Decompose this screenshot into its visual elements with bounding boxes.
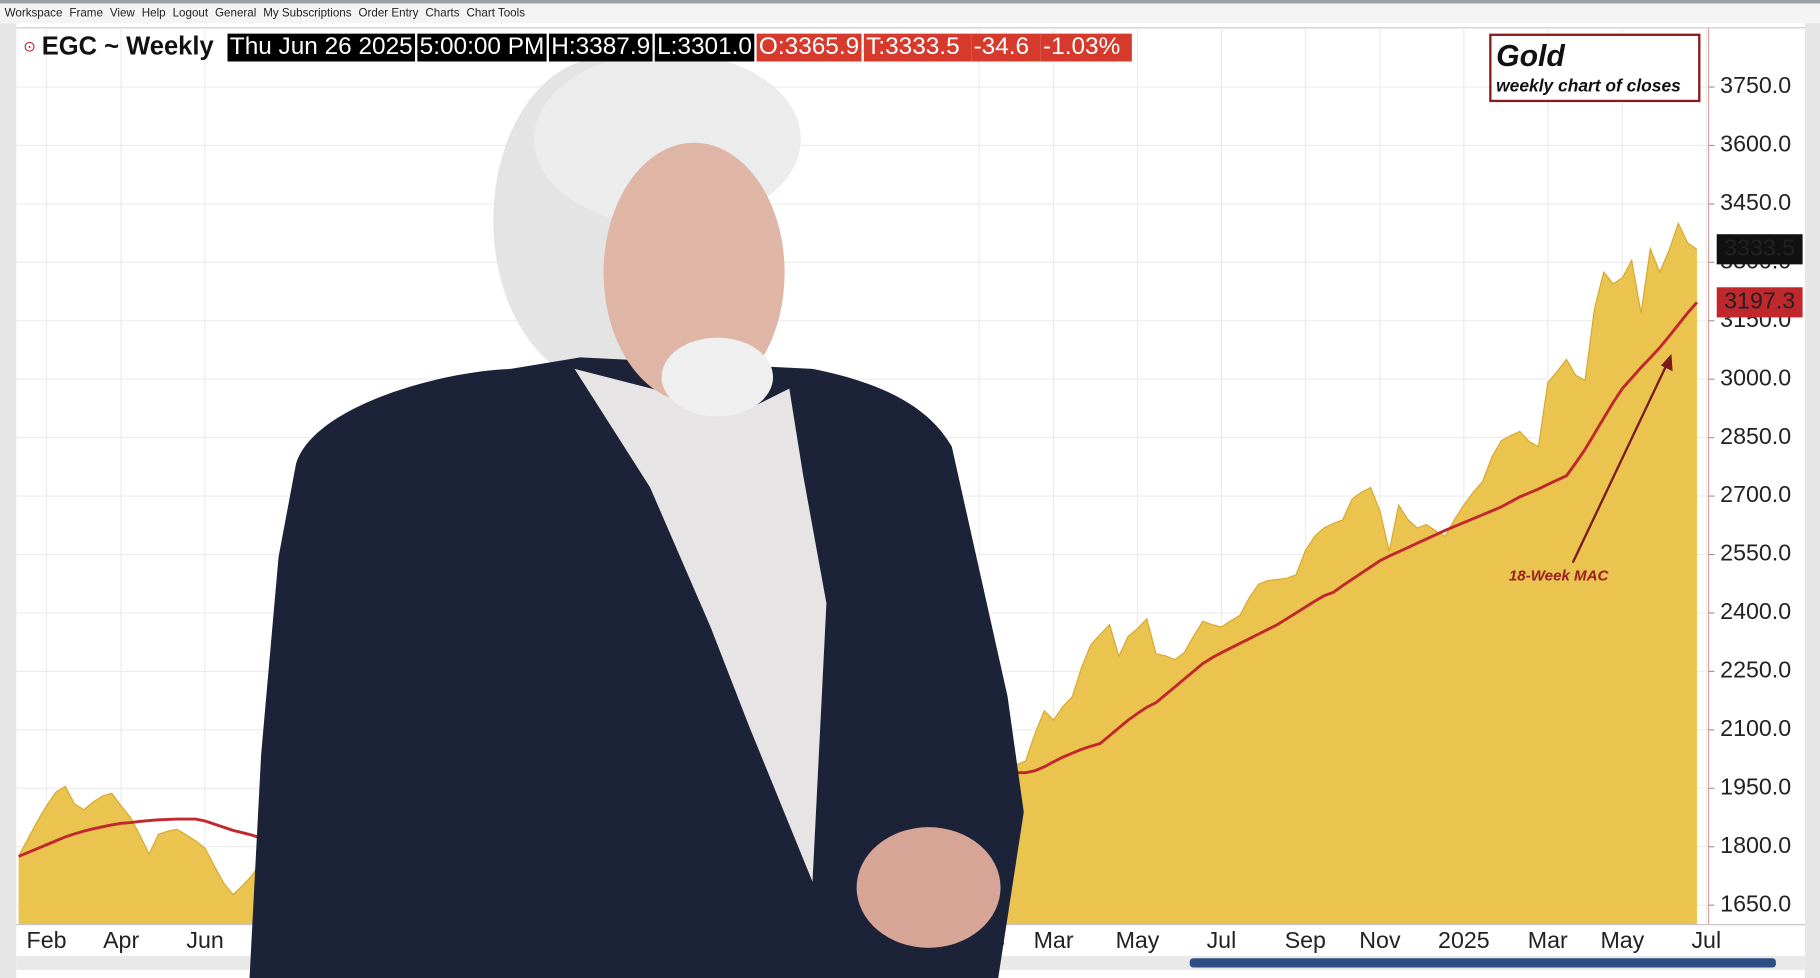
header-box <box>756 33 862 62</box>
x-tick-label: Sep <box>1285 927 1326 953</box>
y-tick-label: 1950.0 <box>1720 773 1791 799</box>
menu-item[interactable]: Help <box>142 6 166 19</box>
header-box <box>863 33 972 62</box>
x-tick-label: Mar <box>1528 927 1568 953</box>
x-tick-label: Jul <box>1691 927 1721 953</box>
annotation-arrow <box>1571 361 1669 564</box>
x-tick-label: Feb <box>27 927 67 953</box>
header-box <box>971 33 1041 62</box>
x-tick-label: Nov <box>1359 927 1401 953</box>
header: Thu Jun 26 2025 5:00:00 PM H:3387.9 L:3301.… <box>227 33 1132 62</box>
x-tick-label: Jul <box>1207 927 1237 953</box>
y-tick-label: 3450.0 <box>1720 189 1791 215</box>
header-box <box>548 33 653 62</box>
y-tick-label: 2850.0 <box>1720 423 1791 449</box>
left-gutter <box>0 23 17 978</box>
beard <box>661 337 774 417</box>
presenter <box>249 52 1024 978</box>
menu-item[interactable]: Frame <box>69 6 103 19</box>
header-field: T:3333.5 <box>866 33 959 60</box>
y-tick-label: 1800.0 <box>1720 832 1791 858</box>
symbol-icon: ⊙ <box>23 39 36 56</box>
menu: Workspace Frame View Help Logout General My Su… <box>5 6 526 19</box>
header-box <box>1040 33 1132 62</box>
chart-title: Gold <box>1496 40 1565 73</box>
face <box>603 142 785 403</box>
header-field: O:3365.9 <box>759 33 859 60</box>
scrollbar-thumb[interactable] <box>1189 958 1776 968</box>
menu-item[interactable]: Charts <box>425 6 459 19</box>
axes: 1650.0 1800.0 1950.0 2100.0 2250.0 2400.0 2550… <box>27 72 1803 953</box>
x-tick-label: May <box>1116 927 1160 953</box>
header-box <box>227 33 416 62</box>
y-tick-label: 2250.0 <box>1720 657 1791 683</box>
price-tag <box>1716 234 1803 265</box>
menu-item[interactable]: View <box>110 6 136 19</box>
right-gutter <box>1804 23 1820 978</box>
menu-item[interactable]: My Subscriptions <box>263 6 351 19</box>
shirt <box>574 368 827 882</box>
x-tick-label: May <box>1600 927 1644 953</box>
x-tick-label: Apr <box>103 927 139 953</box>
y-tick-label: 3600.0 <box>1720 131 1791 157</box>
header-field: -34.6 <box>974 33 1030 60</box>
header-field: 5:00:00 PM <box>420 33 545 60</box>
y-tick-label: 2550.0 <box>1720 540 1791 566</box>
y-tick-label: 3750.0 <box>1720 72 1791 98</box>
chart-subtitle: weekly chart of closes <box>1496 76 1681 96</box>
menu-item[interactable]: General <box>215 6 256 19</box>
area-fill <box>18 223 1697 925</box>
y-tick-label: 2700.0 <box>1720 481 1791 507</box>
y-tick-label: 1650.0 <box>1720 890 1791 916</box>
menu-item[interactable]: Order Entry <box>359 6 419 19</box>
menu-item[interactable]: Logout <box>173 6 209 19</box>
annotation: 18-Week MAC <box>1509 568 1610 585</box>
y-tick-label: 2400.0 <box>1720 598 1791 624</box>
header-box <box>417 33 547 62</box>
menu-item[interactable]: Workspace <box>5 6 63 19</box>
header-field: H:3387.9 <box>551 33 650 60</box>
x-tick-label: Mar <box>1034 927 1074 953</box>
y-tick-label: 2100.0 <box>1720 715 1791 741</box>
hand <box>856 827 1001 948</box>
menu-bar <box>0 3 1820 24</box>
menu-item[interactable]: Chart Tools <box>467 6 526 19</box>
x-tick-label: 2025 <box>1438 927 1490 953</box>
header-box <box>654 33 755 62</box>
header-field: Thu Jun 26 2025 <box>230 33 413 60</box>
symbol: EGC ~ Weekly <box>42 32 215 60</box>
price-tag-label: 3197.3 <box>1724 287 1795 313</box>
jacket <box>249 357 1024 978</box>
x-tick-label: Jun <box>186 927 223 953</box>
window-edge <box>0 0 1820 4</box>
title-box <box>1489 33 1701 103</box>
header-field: L:3301.0 <box>657 33 752 60</box>
price-tag <box>1716 287 1803 318</box>
arrow-head <box>1660 353 1673 372</box>
header-field: -1.03% <box>1043 33 1120 60</box>
y-tick-label: 3000.0 <box>1720 364 1791 390</box>
price-tag-label: 3333.5 <box>1724 234 1795 260</box>
